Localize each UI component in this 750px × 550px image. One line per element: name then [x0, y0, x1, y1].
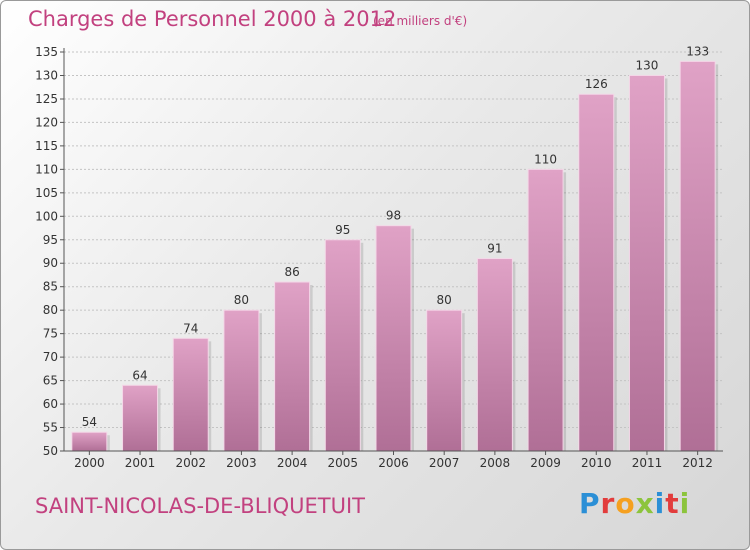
- bar: [476, 258, 513, 452]
- bar: [578, 93, 615, 452]
- value-label: 110: [534, 152, 557, 166]
- value-label: 130: [636, 58, 659, 72]
- bar: [527, 168, 564, 452]
- y-tick-label: 70: [43, 350, 58, 364]
- logo-letter: t: [665, 487, 680, 520]
- x-tick-label: 2009: [530, 456, 561, 470]
- y-tick-label: 130: [35, 68, 58, 82]
- y-tick-label: 75: [43, 327, 58, 341]
- y-tick-label: 135: [35, 45, 58, 59]
- y-tick-label: 125: [35, 92, 58, 106]
- bar: [679, 60, 716, 452]
- x-tick-label: 2004: [277, 456, 308, 470]
- x-tick-label: 2000: [74, 456, 105, 470]
- axes: 50 55 60 65 70 75 80 85 90 95 100 105 110 115 120 125 13…: [35, 45, 723, 458]
- y-tick-label: 100: [35, 209, 58, 223]
- y-tick-label: 90: [43, 256, 58, 270]
- value-label: 91: [487, 242, 502, 256]
- y-tick-label: 105: [35, 186, 58, 200]
- value-label: 98: [386, 209, 401, 223]
- bar: [172, 337, 209, 452]
- value-label: 86: [284, 265, 299, 279]
- x-tick-label: 2010: [581, 456, 612, 470]
- logo-letter: r: [600, 487, 616, 520]
- bars: [71, 60, 719, 452]
- logo-letter: i: [679, 487, 691, 520]
- y-tick-label: 85: [43, 280, 58, 294]
- x-tick-label: 2006: [378, 456, 409, 470]
- bar: [426, 309, 463, 452]
- chart-subtitle: (en milliers d'€): [373, 14, 468, 28]
- value-label: 80: [437, 293, 452, 307]
- y-tick-label: 60: [43, 397, 58, 411]
- y-tick-label: 55: [43, 421, 58, 435]
- bar: [71, 431, 108, 452]
- x-tick-label: 2001: [125, 456, 156, 470]
- proxiti-logo: Proxiti: [579, 487, 690, 520]
- logo-letter: i: [654, 487, 666, 520]
- x-tick-label: 2007: [429, 456, 460, 470]
- bar: [274, 281, 311, 452]
- labels: 54 2000 64 2001 74 2002 80 2003 86 2004 95 2005 98 20…: [74, 44, 713, 470]
- y-tick-label: 110: [35, 162, 58, 176]
- y-tick-label: 120: [35, 115, 58, 129]
- y-tick-label: 65: [43, 374, 58, 388]
- value-label: 95: [335, 223, 350, 237]
- value-label: 64: [132, 368, 147, 382]
- x-tick-label: 2002: [175, 456, 206, 470]
- y-tick-label: 95: [43, 233, 58, 247]
- bar: [324, 239, 361, 452]
- logo-letter: P: [579, 487, 601, 520]
- y-tick-label: 115: [35, 139, 58, 153]
- value-label: 133: [686, 44, 709, 58]
- logo-letter: x: [635, 487, 655, 520]
- y-tick-label: 50: [43, 444, 58, 458]
- x-tick-label: 2012: [682, 456, 713, 470]
- x-tick-label: 2008: [480, 456, 511, 470]
- value-label: 54: [82, 415, 97, 429]
- x-tick-label: 2005: [328, 456, 359, 470]
- chart-title: Charges de Personnel 2000 à 2012: [28, 7, 397, 31]
- x-tick-label: 2011: [632, 456, 663, 470]
- bar: [628, 74, 665, 452]
- logo-letter: o: [615, 487, 636, 520]
- value-label: 126: [585, 77, 608, 91]
- commune-name: SAINT-NICOLAS-DE-BLIQUETUIT: [35, 494, 365, 518]
- bar: [223, 309, 260, 452]
- bar: [375, 225, 412, 452]
- bar: [122, 384, 159, 452]
- value-label: 80: [234, 293, 249, 307]
- y-tick-label: 80: [43, 303, 58, 317]
- value-label: 74: [183, 321, 198, 335]
- x-tick-label: 2003: [226, 456, 257, 470]
